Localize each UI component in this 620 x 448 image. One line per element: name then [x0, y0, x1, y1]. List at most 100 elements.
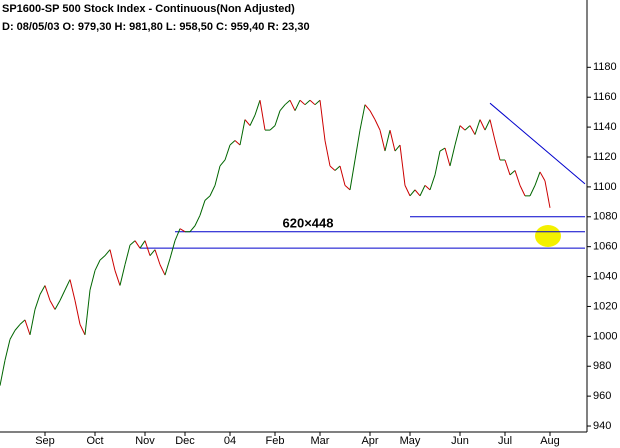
- price-segment: [79, 324, 86, 336]
- price-segment: [394, 144, 401, 152]
- price-segment: [399, 144, 406, 186]
- price-segment: [74, 300, 81, 325]
- price-segment: [474, 119, 481, 135]
- price-segment: [194, 215, 201, 226]
- price-segment: [84, 289, 91, 335]
- price-segment: [324, 140, 331, 167]
- price-segment: [274, 110, 281, 126]
- price-segment: [309, 99, 316, 106]
- price-segment: [464, 125, 471, 131]
- price-segment: [104, 249, 111, 256]
- price-segment: [479, 119, 486, 131]
- price-segment: [149, 249, 156, 256]
- y-tick-label: 1080: [593, 211, 617, 223]
- price-segment: [49, 300, 56, 310]
- price-segment: [109, 249, 116, 271]
- price-segment: [384, 129, 391, 152]
- price-segment: [379, 129, 386, 152]
- price-segment: [44, 285, 51, 301]
- ohlc-info: D: 08/05/03 O: 979,30 H: 981,80 L: 958,5…: [2, 21, 310, 33]
- price-segment: [504, 159, 511, 176]
- price-segment: [439, 147, 446, 152]
- price-segment: [409, 189, 416, 197]
- price-segment: [34, 294, 41, 310]
- price-segment: [299, 99, 306, 106]
- price-segment: [469, 125, 476, 135]
- price-segment: [414, 189, 421, 197]
- price-segment: [449, 144, 456, 167]
- price-segment: [424, 185, 431, 191]
- price-segment: [319, 100, 326, 141]
- y-tick-label: 1100: [593, 181, 617, 193]
- price-segment: [94, 259, 101, 271]
- price-segment: [459, 125, 466, 131]
- price-segment: [364, 104, 371, 111]
- y-tick-label: 1120: [593, 151, 617, 163]
- price-segment: [209, 185, 216, 197]
- price-segment: [0, 360, 6, 386]
- price-segment: [119, 264, 126, 286]
- x-tick-label: Dec: [175, 435, 195, 447]
- price-segment: [39, 285, 46, 295]
- price-segment: [144, 240, 151, 256]
- price-segment: [454, 125, 461, 146]
- price-segment: [59, 289, 66, 301]
- price-segment: [219, 159, 226, 167]
- price-segment: [159, 264, 166, 276]
- price-segment: [279, 104, 286, 111]
- price-segment: [99, 255, 106, 261]
- price-segment: [224, 144, 231, 161]
- price-segment: [509, 170, 516, 176]
- price-segment: [534, 171, 541, 186]
- price-segment: [239, 119, 246, 146]
- price-segment: [269, 125, 276, 131]
- price-segment: [494, 140, 501, 161]
- price-segment: [14, 324, 21, 331]
- price-segment: [529, 185, 536, 197]
- price-segment: [484, 119, 491, 131]
- y-tick-label: 1020: [593, 300, 617, 312]
- price-segment: [234, 140, 241, 146]
- trend-line: [489, 102, 586, 185]
- price-segment: [334, 165, 341, 171]
- price-segment: [489, 119, 496, 141]
- price-segment: [314, 99, 321, 106]
- x-tick-label: May: [400, 435, 421, 447]
- highlight: [535, 225, 561, 247]
- price-segment: [294, 99, 301, 111]
- x-tick-label: Sep: [35, 435, 55, 447]
- price-segment: [189, 225, 196, 233]
- price-segment: [164, 258, 171, 276]
- watermark: 620×448: [283, 215, 334, 230]
- price-segment: [249, 114, 256, 126]
- x-tick-label: 04: [224, 435, 236, 447]
- price-segment: [404, 185, 411, 197]
- price-segment: [114, 270, 121, 286]
- price-segment: [354, 130, 361, 161]
- price-segment: [519, 185, 526, 197]
- x-tick-label: Apr: [361, 435, 378, 447]
- price-segment: [369, 110, 376, 120]
- x-tick-label: Mar: [311, 435, 330, 447]
- y-tick-label: 1040: [593, 270, 617, 282]
- x-tick-label: Jun: [451, 435, 469, 447]
- price-segment: [129, 240, 136, 246]
- y-tick-label: 980: [593, 360, 611, 372]
- price-segment: [259, 100, 266, 131]
- y-tick-label: 940: [593, 420, 611, 432]
- price-segment: [174, 228, 181, 241]
- y-tick-label: 1000: [593, 330, 617, 342]
- x-tick-label: Feb: [266, 435, 285, 447]
- price-segment: [154, 249, 161, 265]
- price-segment: [29, 309, 36, 335]
- y-tick-label: 960: [593, 390, 611, 402]
- price-segment: [179, 228, 186, 233]
- price-segment: [444, 147, 451, 167]
- price-segment: [304, 99, 311, 106]
- price-segment: [514, 170, 521, 186]
- price-segment: [254, 100, 261, 116]
- price-segment: [374, 119, 381, 131]
- price-segment: [389, 129, 396, 152]
- price-segment: [539, 171, 546, 182]
